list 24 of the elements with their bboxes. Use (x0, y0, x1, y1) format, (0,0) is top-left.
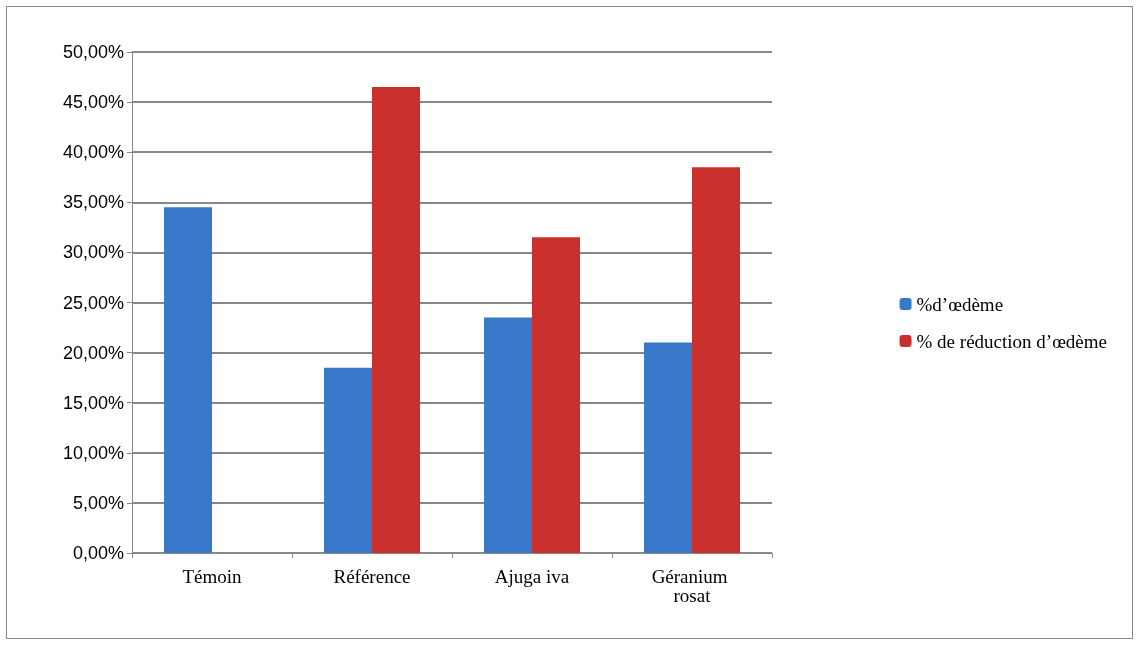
y-tick-label: 15,00% (62, 392, 124, 413)
y-tick-label: 35,00% (62, 192, 124, 213)
bar (324, 367, 372, 553)
bar (164, 207, 212, 553)
x-tick-label: Référence (333, 566, 411, 587)
bar (692, 167, 740, 553)
x-tick-label: Géranium rosat (651, 566, 733, 606)
bar (532, 237, 580, 553)
y-tick-label: 50,00% (62, 42, 124, 62)
x-tick-label: Ajuga iva (494, 566, 570, 587)
y-tick-label: 25,00% (62, 292, 124, 313)
y-tick-label: 10,00% (62, 442, 124, 463)
y-tick-label: 45,00% (62, 92, 124, 113)
bar (644, 342, 692, 553)
y-tick-label: 30,00% (62, 242, 124, 263)
y-tick-label: 0,00% (72, 543, 124, 563)
legend-label: % de réduction d’œdème (916, 330, 1108, 352)
y-tick-label: 40,00% (62, 142, 124, 163)
bar (484, 317, 532, 553)
y-tick-label: 20,00% (62, 342, 124, 363)
y-tick-label: 5,00% (72, 492, 124, 513)
legend-label: %d’œdème (916, 293, 1004, 315)
bar (372, 87, 420, 553)
x-tick-label: Témoin (182, 566, 243, 587)
